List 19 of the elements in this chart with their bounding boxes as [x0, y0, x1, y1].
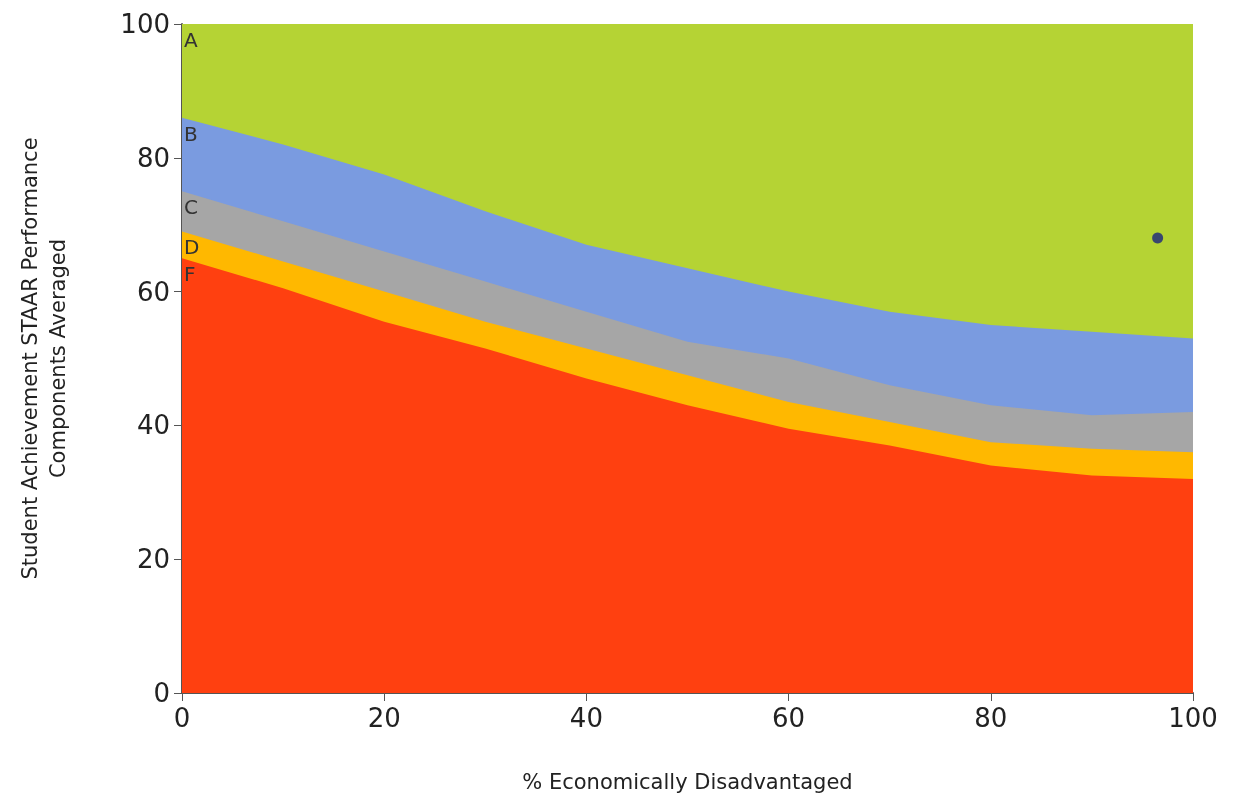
x-tick-label: 0	[173, 703, 191, 733]
y-tick-label: 100	[120, 9, 170, 39]
y-tick-label: 0	[153, 678, 170, 708]
series-label: A	[184, 28, 198, 52]
series-label: F	[184, 262, 196, 287]
x-tick-label: 40	[569, 703, 603, 733]
series-label: B	[184, 121, 198, 146]
x-tick-label: 100	[1168, 703, 1218, 733]
y-axis-title: Student Achievement STAAR Performance Components Averaged	[18, 137, 70, 580]
y-tick-label: 80	[136, 142, 170, 173]
x-tick-label: 20	[367, 703, 401, 733]
series-label: D	[184, 235, 200, 260]
x-axis-title: % Economically Disadvantaged	[522, 770, 853, 794]
series-label: C	[184, 195, 198, 220]
x-tick-label: 80	[974, 703, 1008, 733]
x-tick-label: 60	[772, 703, 806, 733]
y-tick-label: 40	[136, 410, 170, 441]
y-tick-label: 20	[136, 544, 170, 575]
y-tick-label: 60	[136, 276, 170, 307]
